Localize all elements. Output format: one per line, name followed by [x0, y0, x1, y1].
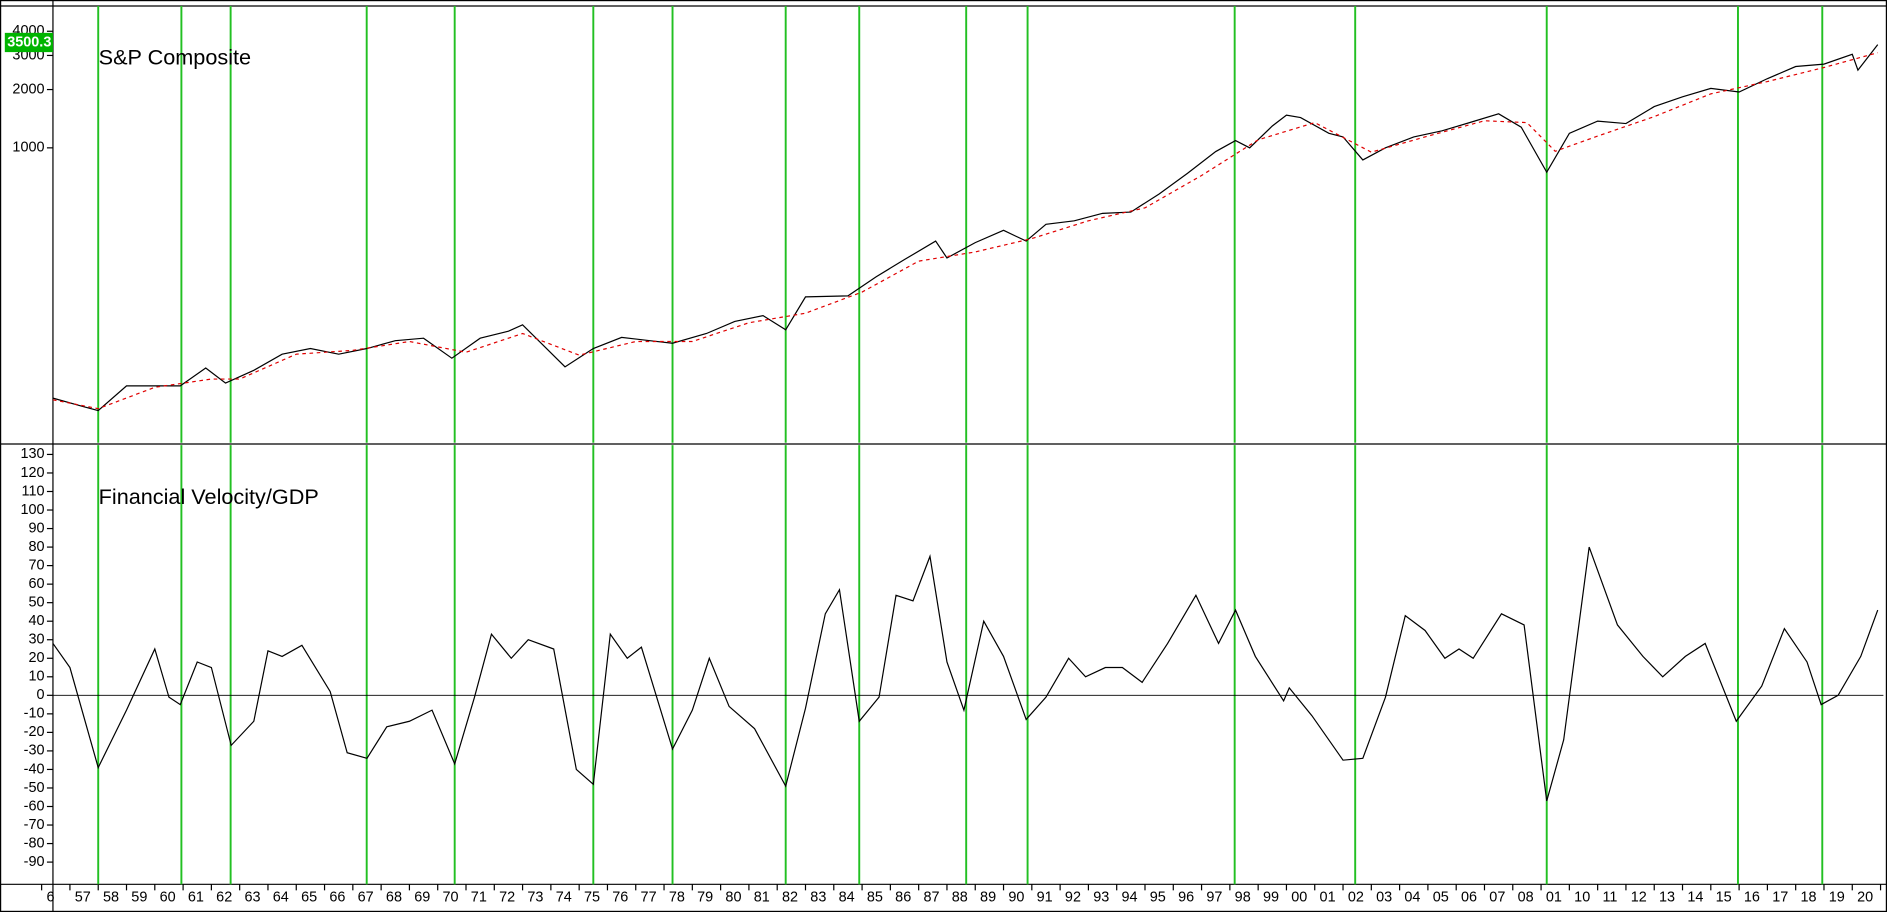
x-tick-label: 18 [1801, 889, 1817, 905]
x-tick-label: 82 [782, 889, 798, 905]
x-tick-label: 15 [1716, 889, 1732, 905]
x-tick-label: 61 [188, 889, 204, 905]
x-tick-label: 16 [1744, 889, 1760, 905]
x-tick-label: 89 [980, 889, 996, 905]
x-tick-label: 96 [1178, 889, 1194, 905]
x-tick-label: 03 [1376, 889, 1392, 905]
x-tick-label: 77 [641, 889, 657, 905]
x-tick-label: 06 [1461, 889, 1477, 905]
x-tick-label: 69 [414, 889, 430, 905]
x-tick-label: 93 [1093, 889, 1109, 905]
x-tick-label: 92 [1065, 889, 1081, 905]
y-tick-label: 90 [28, 520, 44, 536]
series-line [52, 546, 1879, 802]
x-tick-label: 95 [1150, 889, 1166, 905]
x-tick-label: 14 [1687, 889, 1703, 905]
y-tick-label: -30 [24, 743, 45, 759]
x-tick-label: 11 [1602, 889, 1617, 905]
y-tick-label: 80 [28, 539, 44, 555]
y-tick-label: 20 [28, 650, 44, 666]
x-tick-label: 85 [867, 889, 883, 905]
x-tick-label: 75 [584, 889, 600, 905]
y-tick-label: -70 [24, 817, 45, 833]
x-tick-label: 57 [75, 889, 91, 905]
x-tick-label: 72 [499, 889, 515, 905]
y-tick-label: 70 [28, 557, 44, 573]
x-tick-label: 88 [952, 889, 968, 905]
x-tick-label: 68 [386, 889, 402, 905]
x-tick-label: 00 [1291, 889, 1307, 905]
y-tick-label: -50 [24, 780, 45, 796]
value-badge-label: 3500.3 [7, 34, 51, 50]
x-tick-label: 84 [839, 889, 855, 905]
x-tick-label: 12 [1631, 889, 1647, 905]
x-tick-label: 63 [244, 889, 260, 905]
x-tick-label: 79 [697, 889, 713, 905]
x-tick-label: 71 [471, 889, 487, 905]
x-tick-label: 81 [754, 889, 770, 905]
x-tick-label: 2 [1885, 889, 1887, 905]
y-tick-label: -90 [24, 854, 45, 870]
x-tick-label: 01 [1320, 889, 1336, 905]
x-tick-label: 10 [1574, 889, 1590, 905]
x-tick-label: 01 [1546, 889, 1562, 905]
y-tick-label: -10 [24, 706, 45, 722]
y-tick-label: 110 [22, 483, 45, 499]
x-tick-label: 99 [1263, 889, 1279, 905]
x-tick-label: 64 [273, 889, 289, 905]
x-tick-label: 66 [329, 889, 345, 905]
y-tick-label: 30 [28, 632, 44, 648]
y-tick-label: -20 [24, 724, 45, 740]
x-tick-label: 05 [1433, 889, 1449, 905]
x-tick-label: 17 [1772, 889, 1788, 905]
x-tick-label: 90 [1008, 889, 1024, 905]
y-tick-label: 0 [36, 687, 44, 703]
y-tick-label: 10 [28, 669, 44, 685]
x-tick-label: 94 [1122, 889, 1138, 905]
y-tick-label: 100 [20, 502, 44, 518]
y-tick-label: -40 [24, 761, 45, 777]
y-tick-label: 40 [28, 613, 44, 629]
x-tick-label: 76 [612, 889, 628, 905]
x-tick-label: 80 [725, 889, 741, 905]
y-tick-label: -80 [24, 835, 45, 851]
x-tick-label: 19 [1829, 889, 1845, 905]
x-tick-label: 65 [301, 889, 317, 905]
x-tick-label: 58 [103, 889, 119, 905]
x-tick-label: 13 [1659, 889, 1675, 905]
y-tick-label: -60 [24, 798, 45, 814]
x-tick-label: 87 [923, 889, 939, 905]
x-tick-label: 67 [358, 889, 374, 905]
panel-title: Financial Velocity/GDP [99, 484, 319, 509]
x-tick-label: 6 [46, 889, 54, 905]
x-tick-label: 74 [556, 889, 572, 905]
y-tick-label: 60 [28, 576, 44, 592]
x-tick-label: 62 [216, 889, 232, 905]
x-tick-label: 73 [527, 889, 543, 905]
y-tick-label: 130 [20, 446, 44, 462]
x-tick-label: 78 [669, 889, 685, 905]
value-badge [4, 32, 53, 53]
x-tick-label: 04 [1404, 889, 1420, 905]
y-tick-label: 2000 [12, 81, 44, 97]
x-tick-label: 70 [443, 889, 459, 905]
y-tick-label: 1000 [12, 140, 44, 156]
x-tick-label: 08 [1518, 889, 1534, 905]
y-tick-label: 120 [20, 465, 44, 481]
y-tick-label: 50 [28, 594, 44, 610]
series-line [52, 52, 1878, 410]
x-tick-label: 98 [1235, 889, 1251, 905]
x-tick-label: 83 [810, 889, 826, 905]
panel-title: S&P Composite [99, 45, 251, 70]
x-tick-label: 59 [131, 889, 147, 905]
x-tick-label: 20 [1857, 889, 1873, 905]
x-tick-label: 97 [1206, 889, 1222, 905]
x-tick-label: 60 [160, 889, 176, 905]
x-tick-label: 86 [895, 889, 911, 905]
x-tick-label: 91 [1037, 889, 1053, 905]
x-tick-label: 02 [1348, 889, 1364, 905]
x-tick-label: 07 [1489, 889, 1505, 905]
